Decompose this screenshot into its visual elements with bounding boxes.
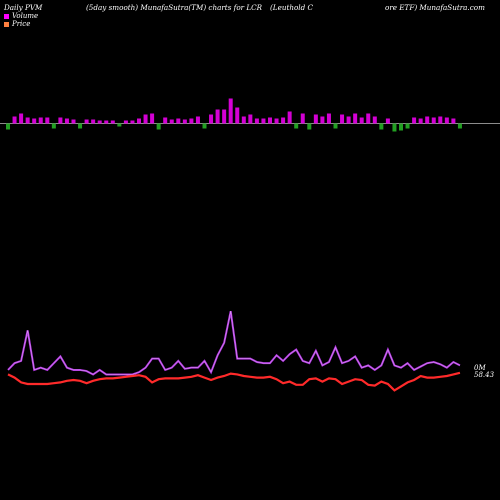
volume-bar: [32, 118, 37, 124]
volume-bar: [248, 114, 253, 124]
legend-price: Price: [4, 20, 30, 28]
volume-bar: [222, 109, 227, 124]
volume-bar: [84, 119, 89, 124]
volume-bar: [438, 116, 443, 124]
volume-bar: [215, 109, 220, 124]
volume-bar: [209, 114, 214, 124]
header-right-part1: (Leuthold C: [270, 3, 313, 12]
volume-bar: [19, 113, 24, 124]
volume-bar: [313, 114, 318, 124]
volume-bar: [117, 123, 122, 127]
volume-bar: [326, 113, 331, 124]
volume-bar: [130, 120, 135, 124]
volume-bar: [169, 119, 174, 124]
volume-bar: [300, 113, 305, 124]
volume-bar: [346, 116, 351, 124]
legend-price-swatch: [4, 21, 9, 27]
volume-bar: [261, 118, 266, 124]
volume-bar: [451, 118, 456, 124]
volume-bar: [71, 119, 76, 124]
volume-bar: [235, 107, 240, 124]
volume-bar: [143, 114, 148, 124]
volume-bars: [6, 98, 462, 132]
volume-bar: [150, 113, 155, 124]
volume-bar: [294, 123, 299, 129]
volume-bar: [268, 117, 272, 124]
volume-line-inner: [7, 311, 461, 375]
price-line: [7, 371, 461, 392]
volume-bar: [379, 123, 384, 130]
volume-bar: [385, 118, 390, 124]
volume-bar: [78, 123, 83, 129]
volume-bar: [418, 118, 423, 124]
volume-bar: [412, 117, 417, 124]
volume-bar: [333, 123, 338, 129]
volume-bar: [307, 123, 312, 130]
volume-bar: [64, 118, 69, 124]
volume-bar: [6, 123, 10, 130]
header-middle: (5day smooth) MunafaSutra(TM) charts for…: [86, 3, 263, 12]
volume-bar: [320, 116, 325, 124]
volume-bar: [431, 117, 436, 124]
volume-bar: [444, 117, 449, 124]
volume-bar: [110, 120, 115, 124]
volume-bar: [182, 119, 187, 124]
volume-axis-label: 0M: [474, 364, 486, 372]
volume-bar: [425, 116, 430, 124]
volume-bar: [38, 117, 43, 124]
header-left: Daily PVM: [4, 3, 43, 12]
volume-bar: [97, 120, 102, 124]
volume-bar: [254, 118, 259, 124]
volume-bar: [399, 123, 403, 131]
legend-price-label: Price: [12, 20, 31, 28]
legend-volume-swatch: [4, 13, 9, 19]
volume-bar: [123, 120, 128, 124]
volume-bar: [340, 114, 345, 124]
volume-bar: [372, 116, 377, 124]
volume-bar: [228, 98, 233, 124]
volume-bar: [353, 113, 358, 124]
volume-bar: [281, 117, 286, 124]
volume-bar: [91, 119, 96, 124]
volume-bar: [202, 123, 207, 129]
volume-bar: [366, 113, 371, 124]
volume-bar: [195, 116, 200, 124]
volume-bar: [156, 123, 161, 130]
volume-bar: [457, 123, 462, 129]
volume-bar: [189, 118, 194, 124]
volume-bar: [25, 117, 30, 124]
volume-bar: [45, 117, 50, 124]
price-axis-label: 58.43: [474, 371, 495, 379]
volume-bar: [176, 118, 181, 124]
volume-bar: [137, 118, 141, 124]
volume-bar: [58, 117, 63, 124]
volume-line: [7, 310, 461, 376]
volume-bar: [241, 116, 246, 124]
header-right-part2: ore ETF) MunafaSutra.com: [385, 3, 485, 12]
volume-bar: [392, 123, 397, 132]
volume-bar: [12, 116, 17, 124]
volume-bar: [287, 111, 292, 124]
legend-volume: Volume: [4, 12, 38, 20]
volume-bar: [359, 117, 364, 124]
legend-volume-label: Volume: [12, 12, 39, 20]
volume-bar: [104, 120, 109, 124]
volume-bar: [163, 117, 168, 124]
volume-bar: [51, 123, 56, 129]
volume-bar: [405, 123, 410, 129]
volume-bar: [274, 118, 279, 124]
